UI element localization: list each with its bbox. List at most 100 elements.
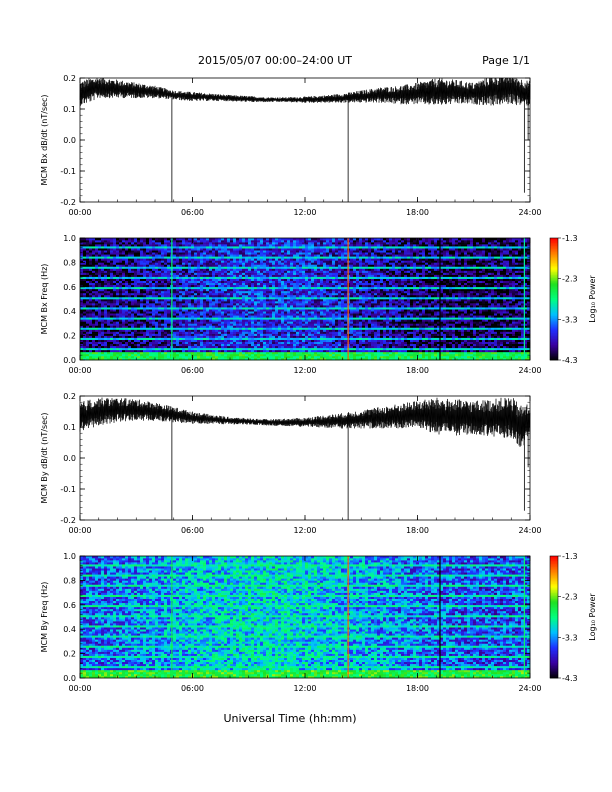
heatmap-cell	[110, 325, 114, 328]
heatmap-cell	[257, 313, 261, 316]
heatmap-cell	[164, 280, 168, 284]
heatmap-cell	[188, 256, 192, 259]
heatmap-cell	[203, 339, 207, 342]
heatmap-cell	[233, 307, 237, 310]
heatmap-cell	[98, 290, 102, 294]
heatmap-cell	[233, 303, 237, 306]
heatmap-cell	[113, 355, 117, 359]
heatmap-cell	[176, 272, 180, 275]
heatmap-cell	[284, 303, 288, 306]
heatmap-cell	[200, 284, 204, 288]
heatmap-cell	[263, 305, 267, 308]
heatmap-cell	[107, 339, 111, 342]
heatmap-cell	[107, 272, 111, 275]
heatmap-cell	[125, 351, 129, 355]
heatmap-cell	[266, 280, 270, 284]
heatmap-cell	[302, 343, 306, 347]
heatmap-cell	[116, 349, 120, 353]
heatmap-cell	[80, 296, 84, 300]
heatmap-cell	[287, 339, 291, 342]
heatmap-cell	[179, 244, 183, 247]
heatmap-cell	[164, 262, 168, 265]
heatmap-cell	[269, 299, 273, 302]
heatmap-cell	[146, 321, 150, 324]
heatmap-cell	[269, 296, 273, 300]
heatmap-cell	[146, 282, 150, 286]
heatmap-cell	[278, 357, 282, 361]
heatmap-cell	[236, 329, 240, 332]
heatmap-cell	[317, 341, 321, 345]
heatmap-cell	[263, 280, 267, 284]
heatmap-cell	[203, 262, 207, 265]
heatmap-cell	[173, 290, 177, 294]
heatmap-cell	[110, 282, 114, 286]
heatmap-cell	[86, 280, 90, 284]
heatmap-cell	[146, 355, 150, 359]
heatmap-cell	[230, 244, 234, 247]
heatmap-cell	[314, 254, 318, 257]
heatmap-cell	[176, 280, 180, 284]
heatmap-cell	[305, 299, 309, 302]
heatmap-cell	[263, 337, 267, 340]
heatmap-cell	[275, 290, 279, 294]
heatmap-cell	[257, 311, 261, 314]
heatmap-cell	[203, 264, 207, 267]
heatmap-cell	[239, 240, 243, 243]
heatmap-cell	[218, 321, 222, 324]
heatmap-cell	[266, 290, 270, 294]
heatmap-cell	[92, 296, 96, 300]
heatmap-cell	[272, 325, 276, 328]
heatmap-cell	[200, 258, 204, 261]
heatmap-cell	[242, 284, 246, 288]
heatmap-cell	[95, 268, 99, 271]
heatmap-cell	[227, 270, 231, 273]
heatmap-cell	[299, 276, 303, 279]
heatmap-cell	[203, 282, 207, 286]
heatmap-cell	[80, 252, 84, 255]
heatmap-cell	[191, 282, 195, 286]
heatmap-cell	[200, 250, 204, 253]
heatmap-cell	[275, 294, 279, 298]
heatmap-cell	[296, 307, 300, 310]
heatmap-cell	[137, 357, 141, 361]
heatmap-cell	[248, 305, 252, 308]
heatmap-cell	[191, 349, 195, 353]
heatmap-cell	[83, 284, 87, 288]
heatmap-cell	[293, 357, 297, 361]
heatmap-cell	[173, 288, 177, 292]
heatmap-cell	[299, 309, 303, 312]
heatmap-cell	[101, 294, 105, 298]
heatmap-cell	[323, 331, 327, 334]
heatmap-cell	[224, 307, 228, 310]
heatmap-cell	[137, 345, 141, 349]
heatmap-cell	[194, 309, 198, 312]
heatmap-cell	[179, 258, 183, 261]
heatmap-cell	[251, 299, 255, 302]
heatmap-cell	[188, 335, 192, 338]
heatmap-cell	[167, 309, 171, 312]
heatmap-cell	[92, 341, 96, 345]
heatmap-cell	[134, 355, 138, 359]
heatmap-cell	[197, 254, 201, 257]
heatmap-cell	[104, 250, 108, 253]
heatmap-cell	[104, 335, 108, 338]
heatmap-cell	[176, 252, 180, 255]
heatmap-cell	[251, 351, 255, 355]
heatmap-cell	[116, 333, 120, 336]
heatmap-cell	[80, 254, 84, 257]
heatmap-cell	[92, 282, 96, 286]
heatmap-cell	[188, 355, 192, 359]
heatmap-cell	[293, 355, 297, 359]
heatmap-cell	[155, 311, 159, 314]
heatmap-cell	[101, 305, 105, 308]
heatmap-cell	[161, 288, 165, 292]
heatmap-cell	[158, 347, 162, 351]
heatmap-cell	[224, 274, 228, 277]
y-tick-label: -0.2	[60, 198, 76, 207]
heatmap-cell	[263, 301, 267, 304]
heatmap-cell	[263, 264, 267, 267]
heatmap-cell	[92, 299, 96, 302]
heatmap-cell	[317, 357, 321, 361]
heatmap-cell	[98, 240, 102, 243]
heatmap-cell	[128, 345, 132, 349]
